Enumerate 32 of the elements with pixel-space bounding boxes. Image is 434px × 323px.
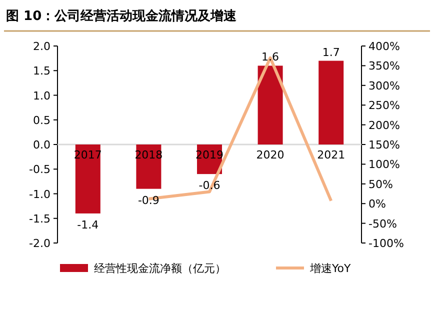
y2-tick-label: 250% xyxy=(368,99,400,112)
y-tick-label: -1.0 xyxy=(29,188,50,201)
y2-tick-label: 50% xyxy=(368,178,393,191)
y-tick-label: 1.0 xyxy=(33,89,50,102)
y-tick-label: -1.5 xyxy=(29,212,50,226)
chart-title: 图 10：公司经营活动现金流情况及增速 xyxy=(6,8,238,24)
y-tick-label: 1.5 xyxy=(33,64,50,78)
data-label: 1.6 xyxy=(262,50,280,64)
y2-tick-label: -100% xyxy=(368,237,404,250)
y-tick-label: 0.0 xyxy=(33,138,50,152)
data-label: -0.6 xyxy=(198,179,220,192)
y-tick-label: 0.5 xyxy=(33,114,50,127)
bar xyxy=(258,66,283,144)
y-tick-label: 2.0 xyxy=(33,40,50,53)
y2-tick-label: -50% xyxy=(368,217,397,230)
y2-tick-label: 0% xyxy=(368,198,386,211)
data-label: -0.9 xyxy=(138,194,160,207)
y-tick-label: -0.5 xyxy=(29,163,50,176)
x-tick-label: 2020 xyxy=(256,148,284,162)
legend-label: 增速YoY xyxy=(309,262,351,275)
y2-tick-label: 400% xyxy=(368,40,400,53)
legend-label: 经营性现金流净额（亿元） xyxy=(94,262,226,275)
y-tick-label: -2.0 xyxy=(29,237,50,250)
y2-tick-label: 100% xyxy=(368,158,400,172)
x-tick-label: 2021 xyxy=(317,148,346,162)
y2-tick-label: 300% xyxy=(368,79,400,92)
data-label: 1.7 xyxy=(322,46,340,59)
data-label: -1.4 xyxy=(77,218,99,232)
y2-tick-label: 150% xyxy=(368,138,400,152)
bar xyxy=(318,60,344,144)
y2-tick-label: 200% xyxy=(368,118,400,132)
y2-tick-label: 350% xyxy=(368,60,400,73)
